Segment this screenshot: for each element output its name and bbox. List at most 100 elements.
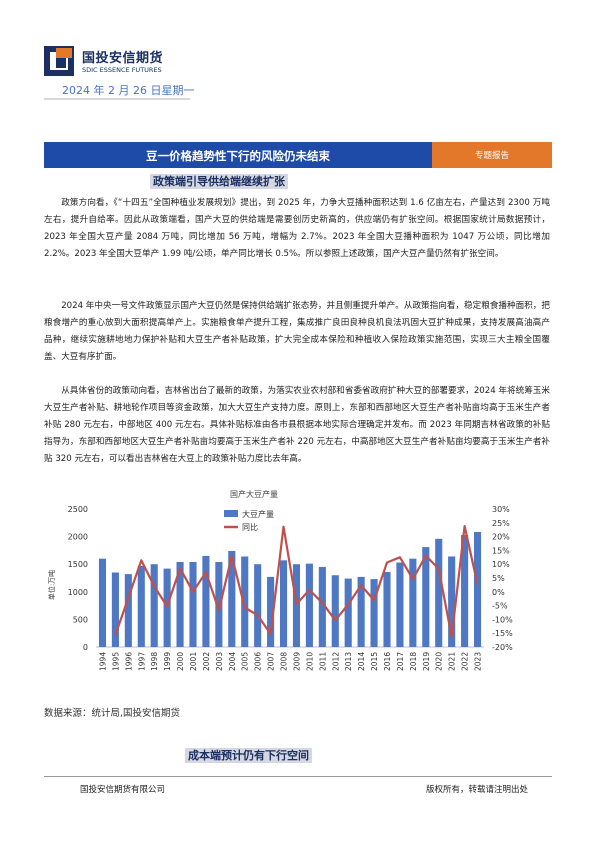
footer-company: 国投安信期货有限公司: [80, 785, 166, 795]
x-tick-label: 2000: [176, 652, 185, 671]
bar: [137, 565, 145, 647]
legend-label-bar: 大豆产量: [242, 509, 274, 519]
x-tick-label: 1999: [163, 652, 172, 671]
legend-label-line: 同比: [242, 522, 258, 532]
bar: [370, 579, 378, 647]
body-paragraph: 2024 年中央一号文件政策显示国产大豆仍然是保持供给端扩张态势，并且侧重提升单…: [44, 301, 550, 362]
x-tick-label: 2021: [448, 652, 457, 671]
bar: [318, 566, 326, 647]
y-tick-label-left: 500: [73, 615, 88, 624]
y-tick-label-right: 5%: [492, 574, 505, 583]
x-tick-label: 2008: [280, 652, 289, 671]
bar: [331, 575, 339, 647]
bar: [267, 576, 275, 647]
x-tick-label: 2003: [215, 652, 224, 671]
chart-legend: 大豆产量 同比: [224, 509, 274, 532]
x-tick-label: 2010: [305, 652, 314, 671]
x-tick-label: 1994: [99, 652, 108, 671]
body-paragraph: 从具体省份的政策动向看，吉林省出台了最新的政策，为落实农业农村部和省委省政府扩种…: [44, 386, 550, 464]
legend-swatch-bar: [224, 510, 238, 517]
y-tick-label-right: 20%: [492, 533, 510, 542]
y-tick-label-right: 10%: [492, 560, 510, 569]
y-tick-label-left: 2000: [68, 533, 88, 542]
section-heading: 成本端预计仍有下行空间: [185, 748, 312, 763]
yoy-line: [114, 525, 479, 638]
y-tick-label-right: -10%: [492, 615, 513, 624]
company-name-en: SDIC ESSENCE FUTURES: [82, 66, 162, 74]
report-type-tag: 专题报告: [474, 151, 509, 161]
y-tick-label-left: 0: [83, 643, 88, 652]
bar: [124, 574, 132, 647]
chart-title: 国产大豆产量: [230, 489, 278, 499]
y-tick-label-left: 1500: [68, 560, 88, 569]
x-tick-label: 2018: [409, 652, 418, 671]
x-tick-label: 2014: [357, 652, 366, 671]
x-tick-label: 2006: [254, 652, 263, 671]
title-banner: 豆一价格趋势性下行的风险仍未结束 专题报告: [44, 142, 552, 168]
y-tick-label-right: -5%: [492, 602, 508, 611]
x-tick-label: 2016: [383, 652, 392, 671]
bar: [422, 547, 430, 647]
report-title: 豆一价格趋势性下行的风险仍未结束: [146, 149, 330, 163]
bar: [241, 556, 249, 647]
bar: [344, 578, 352, 647]
bar: [228, 550, 236, 647]
body-paragraph: 政策方向看，《“十四五”全国种植业发展规划》提出，到 2025 年，力争大豆播种…: [44, 198, 550, 259]
bar: [163, 568, 171, 647]
section-heading: 政策端引导供给端继续扩张: [150, 174, 288, 189]
bar: [357, 576, 365, 647]
x-tick-label: 1995: [111, 652, 120, 671]
chart-svg: 国产大豆产量 大豆产量 同比 单位:万吨 0 500 1000 1500 2000 250…: [47, 489, 513, 671]
x-tick-label: 2012: [331, 652, 340, 671]
bar: [396, 562, 404, 647]
x-tick-label: 2004: [228, 652, 237, 671]
bar: [215, 561, 223, 647]
x-tick-label: 2019: [422, 652, 431, 671]
date-underline: [44, 98, 190, 100]
x-tick-label: 2013: [344, 652, 353, 671]
y-tick-label-right: 0%: [492, 588, 505, 597]
bar: [111, 572, 119, 647]
bar: [254, 564, 262, 647]
y-tick-label-right: -15%: [492, 629, 513, 638]
banner-tag-block: [432, 142, 552, 168]
company-logo: 国投安信期货 SDIC ESSENCE FUTURES: [44, 44, 174, 84]
x-tick-label: 2020: [435, 652, 444, 671]
x-tick-label: 1997: [137, 652, 146, 671]
x-tick-label: 2001: [189, 652, 198, 671]
x-tick-label: 2007: [267, 652, 276, 671]
logo-mark-icon: [44, 46, 74, 76]
bar: [292, 564, 301, 647]
data-source-note: 数据来源：统计局,国投安信期货: [44, 708, 181, 719]
footer-copyright: 版权所有，转载请注明出处: [426, 785, 529, 795]
report-date: 2024 年 2 月 26 日星期一: [62, 84, 195, 97]
x-tick-label: 2002: [202, 652, 211, 671]
y-tick-label-right: 25%: [492, 519, 510, 528]
y-tick-label-left: 1000: [68, 588, 88, 597]
x-tick-label: 1996: [124, 652, 133, 671]
y-tick-label-right: 30%: [492, 505, 510, 514]
bar: [150, 564, 158, 647]
bar: [409, 558, 417, 647]
x-tick-label: 2022: [461, 652, 470, 671]
x-tick-label: 2017: [396, 652, 405, 671]
x-tick-label: 2009: [293, 652, 302, 671]
y-axis-label-left: 单位:万吨: [47, 570, 56, 600]
x-tick-label: 2011: [318, 652, 327, 671]
bar: [202, 555, 210, 647]
y-tick-label-right: -20%: [492, 643, 513, 652]
x-tick-label: 2015: [370, 652, 379, 671]
bar: [448, 556, 456, 647]
bar: [176, 561, 184, 647]
bar: [383, 571, 391, 647]
bar: [473, 531, 482, 647]
bar: [305, 563, 313, 647]
soybean-output-chart: 国产大豆产量 大豆产量 同比 单位:万吨 0 500 1000 1500 2000 250…: [44, 485, 552, 695]
y-tick-label-left: 2500: [68, 505, 88, 514]
x-tick-label: 2023: [474, 652, 483, 671]
y-tick-label-right: 15%: [492, 546, 510, 555]
footer-divider: [44, 776, 552, 777]
x-tick-label: 1998: [150, 652, 159, 671]
bar: [279, 560, 288, 647]
bar: [189, 561, 197, 647]
